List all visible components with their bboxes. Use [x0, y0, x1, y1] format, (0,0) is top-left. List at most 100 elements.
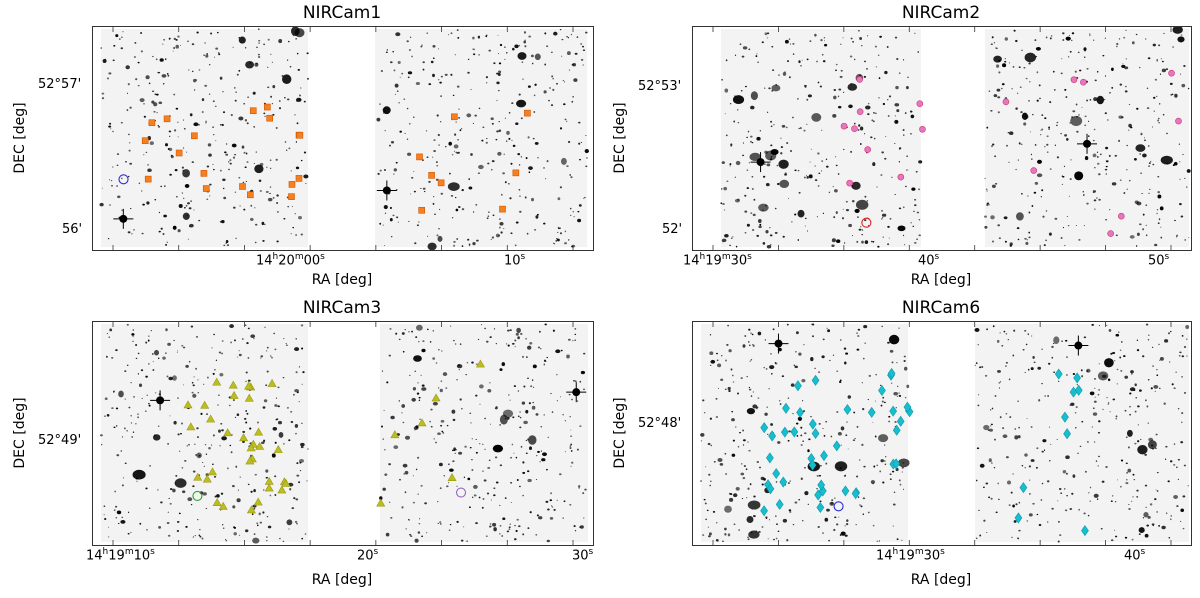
- star: [874, 400, 876, 402]
- star: [750, 359, 753, 361]
- star: [530, 385, 533, 388]
- star: [1139, 223, 1142, 226]
- star: [158, 71, 161, 74]
- star: [1108, 328, 1112, 332]
- star: [871, 119, 874, 122]
- source-marker: [1168, 69, 1175, 77]
- star: [1058, 380, 1060, 382]
- star: [508, 137, 511, 140]
- star: [419, 518, 421, 520]
- star: [994, 182, 998, 185]
- star: [523, 385, 526, 388]
- star: [1066, 215, 1068, 217]
- star: [977, 404, 980, 407]
- star: [556, 82, 558, 85]
- star: [1040, 499, 1043, 501]
- star: [410, 36, 412, 38]
- star: [145, 151, 148, 153]
- star: [790, 383, 795, 387]
- star: [856, 425, 859, 428]
- star: [384, 473, 388, 476]
- source-marker: [244, 393, 254, 402]
- source-marker: [811, 374, 820, 386]
- star: [136, 480, 138, 482]
- star: [418, 396, 421, 399]
- star: [984, 177, 986, 179]
- star: [1110, 352, 1113, 355]
- star: [381, 370, 384, 372]
- star: [1148, 334, 1150, 337]
- star: [992, 325, 995, 328]
- star: [898, 394, 902, 397]
- star: [455, 208, 459, 212]
- star: [870, 136, 873, 139]
- star: [914, 199, 917, 201]
- star: [573, 525, 576, 528]
- star: [1145, 506, 1147, 509]
- star: [243, 103, 246, 105]
- source-marker: [832, 440, 841, 452]
- star: [1028, 100, 1030, 102]
- star: [728, 349, 732, 353]
- star: [751, 229, 755, 231]
- star: [226, 244, 230, 246]
- star: [492, 522, 497, 527]
- star: [239, 476, 241, 478]
- star: [1133, 389, 1136, 392]
- star: [892, 525, 894, 527]
- star: [569, 207, 572, 210]
- star: [395, 161, 398, 164]
- star: [721, 161, 725, 164]
- star: [1132, 473, 1135, 476]
- star: [1024, 52, 1037, 63]
- star: [991, 36, 994, 39]
- star: [776, 164, 779, 167]
- star: [471, 361, 474, 364]
- star: [1124, 536, 1128, 539]
- star: [1093, 199, 1097, 202]
- star: [1008, 378, 1011, 381]
- star: [306, 480, 308, 482]
- star: [300, 446, 304, 449]
- source-marker: [437, 179, 445, 187]
- star: [188, 444, 190, 446]
- star: [246, 342, 249, 345]
- star: [1120, 485, 1122, 488]
- star: [817, 526, 820, 528]
- star: [914, 242, 917, 244]
- star: [1170, 330, 1172, 333]
- star: [509, 197, 512, 200]
- star: [852, 199, 855, 203]
- star: [485, 535, 488, 538]
- star: [884, 70, 888, 75]
- star: [478, 164, 484, 170]
- star: [295, 338, 297, 340]
- star: [528, 402, 532, 405]
- star: [552, 77, 555, 80]
- star: [1072, 474, 1076, 478]
- star: [999, 381, 1002, 383]
- star: [160, 501, 163, 504]
- star: [274, 441, 277, 444]
- star: [1124, 66, 1129, 70]
- star: [1048, 126, 1051, 129]
- star: [821, 53, 824, 56]
- star: [782, 235, 785, 238]
- star: [215, 140, 217, 142]
- star: [419, 418, 421, 420]
- star: [778, 159, 789, 169]
- star: [295, 234, 297, 236]
- star: [1082, 190, 1085, 193]
- star: [784, 172, 787, 175]
- star: [898, 207, 902, 210]
- star: [247, 327, 250, 330]
- star: [107, 77, 109, 80]
- star: [401, 404, 406, 408]
- star: [1002, 63, 1007, 68]
- star: [135, 78, 138, 81]
- star: [274, 494, 277, 496]
- star: [578, 142, 581, 145]
- source-marker: [1063, 428, 1071, 440]
- star: [867, 398, 869, 401]
- star: [117, 195, 121, 199]
